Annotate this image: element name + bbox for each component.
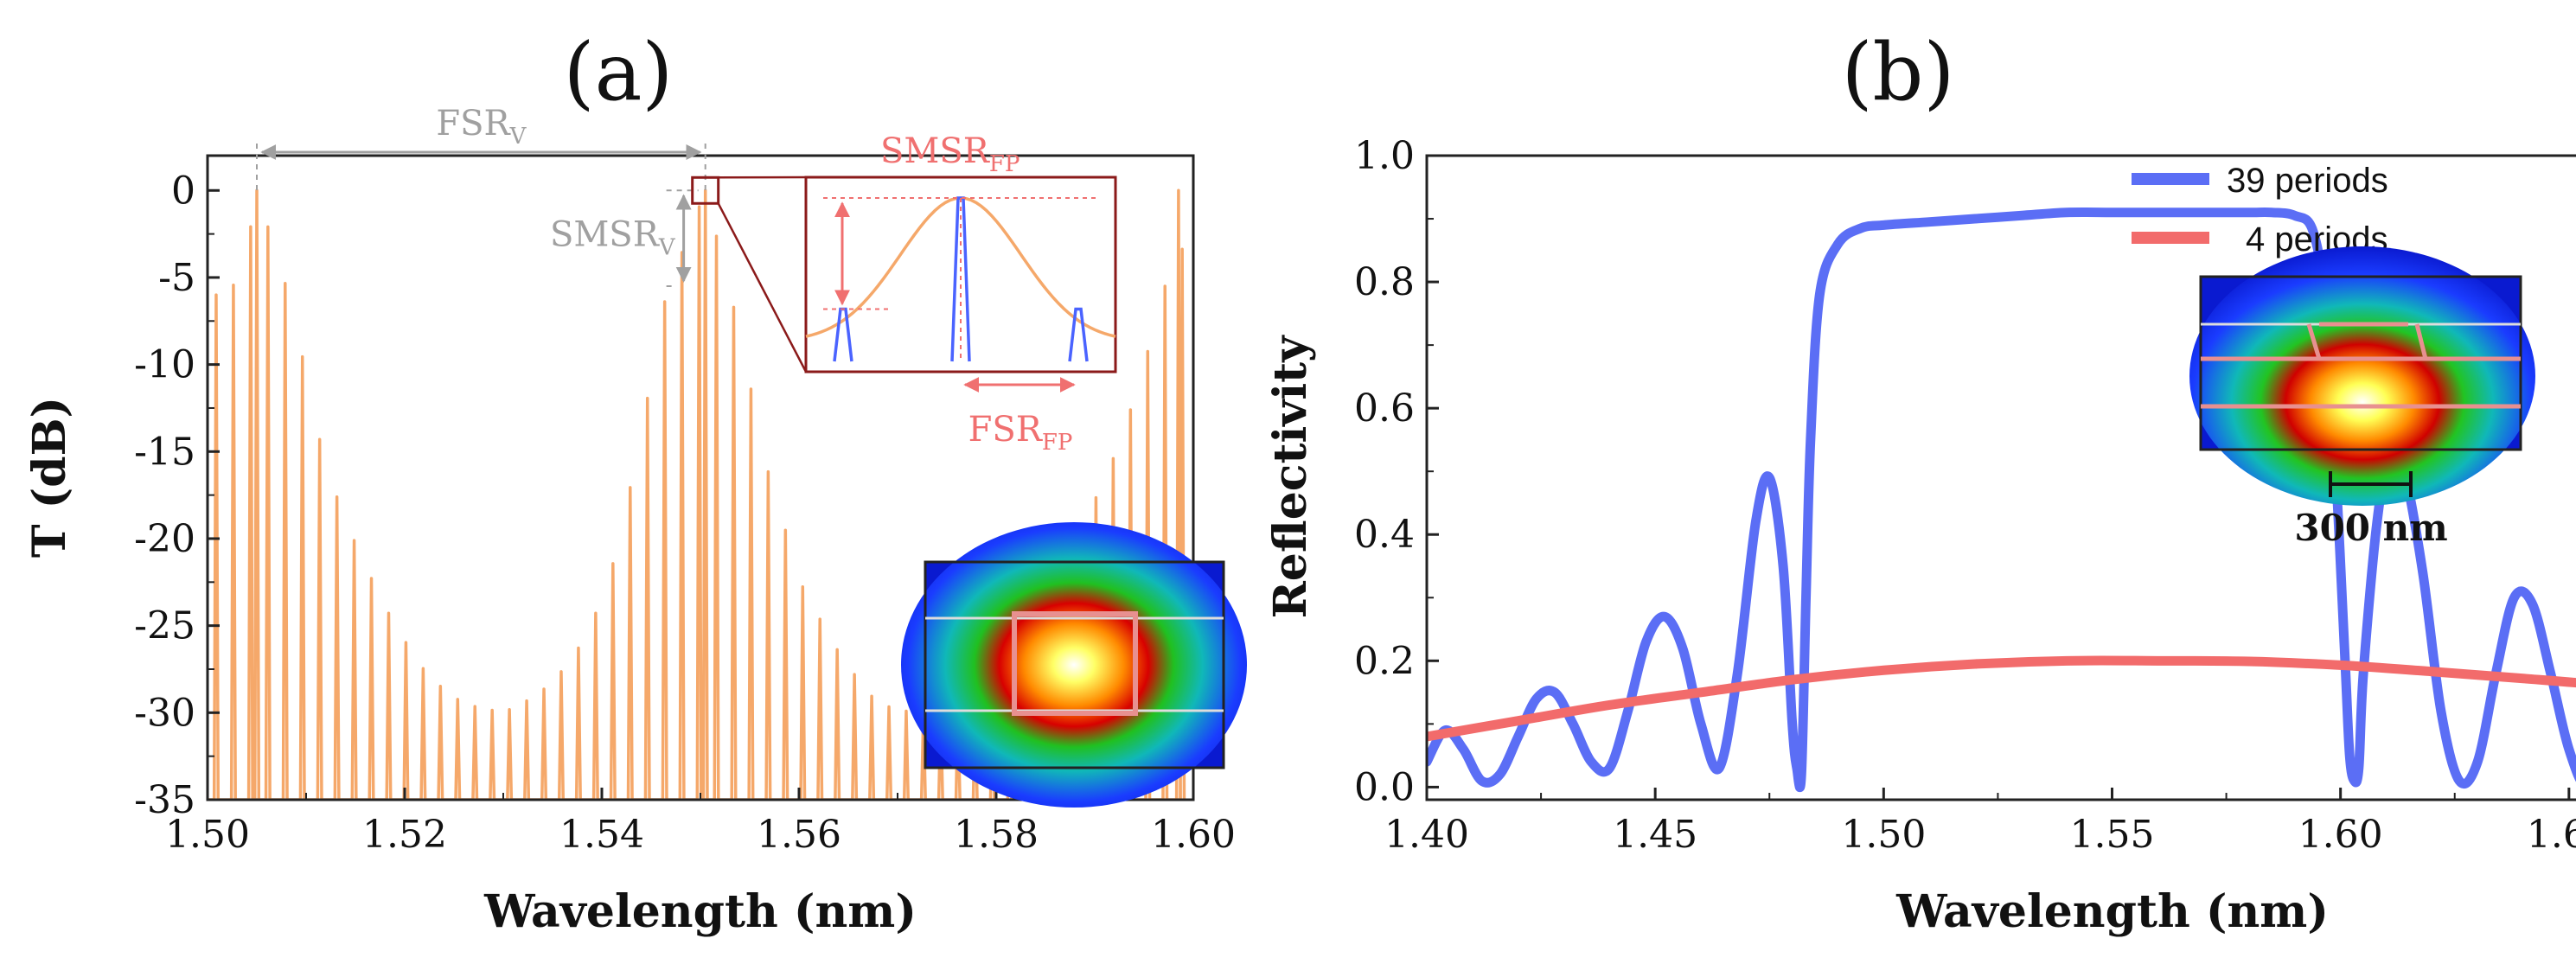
fp-zoom-content	[805, 196, 1116, 362]
panel-b-xtick-label: 1.65	[2527, 813, 2576, 857]
fp-comb-peak	[1068, 307, 1089, 362]
panel-b-ytick-label: 1.0	[1354, 134, 1415, 178]
fsr-v-annotation: FSRV	[256, 104, 706, 191]
panel-b: (b) 1.401.451.501.551.601.651.700.00.20.…	[1264, 26, 2576, 938]
panel-a-ytick-label: 0	[171, 169, 195, 213]
panel-a-series-group	[208, 188, 1186, 800]
waveguide-mode-profile-a	[901, 522, 1247, 808]
zoom-connector-bottom	[717, 202, 808, 373]
panel-a-ytick-label: -25	[134, 604, 195, 648]
scale-bar-label: 300 nm	[2294, 507, 2447, 549]
panel-b-series-group	[1427, 207, 2576, 793]
panel-a-xtick-label: 1.56	[757, 813, 841, 857]
fsr-fp-label: FSRFP	[968, 410, 1073, 456]
smsr-v-label: SMSRV	[550, 215, 676, 261]
panel-b-xtick-label: 1.50	[1841, 813, 1926, 857]
panel-b-ytick-label: 0.8	[1354, 260, 1415, 304]
panel-b-xlabel: Wavelength (nm)	[1895, 885, 2329, 938]
panel-a-xtick-label: 1.58	[954, 813, 1039, 857]
series-line-4-periods	[1427, 655, 2576, 742]
panel-a-ticks: 1.50 1.52 1.54 1.56 1.58 1.60 0 -5 -10 -15 -20 -25 -…	[134, 169, 1236, 857]
smsr-fp-label: SMSRFP	[880, 131, 1020, 177]
panel-b-ytick-label: 0.4	[1354, 513, 1415, 557]
panel-b-ticks: 1.401.451.501.551.601.651.700.00.20.40.6…	[1354, 134, 2576, 857]
panel-b-ytick-label: 0.2	[1354, 639, 1415, 683]
smsr-v-annotation: SMSRV	[550, 189, 699, 288]
panel-b-xtick-label: 1.45	[1613, 813, 1697, 857]
series-line-39-periods	[1427, 207, 2576, 793]
legend-label-39-periods: 39 periods	[2227, 162, 2388, 200]
panel-b-xtick-label: 1.55	[2070, 813, 2155, 857]
panel-b-ylabel: Reflectivity	[1264, 335, 1317, 619]
panel-a-ytick-label: -30	[134, 691, 195, 735]
panel-a-ytick-label: -5	[158, 256, 195, 300]
panel-a-ytick-label: -15	[134, 430, 195, 474]
panel-a-xlabel: Wavelength (nm)	[483, 885, 917, 938]
fp-zoom-inset: SMSRFP FSRFP	[804, 131, 1117, 456]
panel-b-legend: 39 periods 4 periods	[2132, 162, 2388, 259]
panel-a-ytick-label: -20	[134, 517, 195, 561]
zoom-box	[691, 176, 720, 205]
panel-b-label: (b)	[1842, 26, 1955, 118]
panel-a-label: (a)	[564, 26, 674, 118]
panel-a-xtick-label: 1.54	[559, 813, 644, 857]
panel-a-xtick-label: 1.52	[362, 813, 447, 857]
panel-a-xtick-label: 1.60	[1151, 813, 1236, 857]
panel-a-ylabel: T (dB)	[23, 397, 76, 558]
panel-b-ytick-label: 0.0	[1354, 765, 1415, 809]
panel-a-ytick-label: -10	[134, 343, 195, 387]
panel-b-xtick-label: 1.40	[1384, 813, 1469, 857]
fsr-v-label: FSRV	[436, 104, 527, 150]
panel-b-ytick-label: 0.6	[1354, 386, 1415, 431]
panel-a-xtick-label: 1.50	[165, 813, 250, 857]
panel-a: (a) 1.50 1.52 1.54 1.56 1.58 1.60 0 -5 -10 -15 -20…	[23, 26, 1247, 938]
panel-a-ytick-label: -35	[134, 778, 195, 822]
waveguide-mode-profile-b: 300 nm	[2189, 246, 2535, 549]
fp-zoom-frame	[804, 176, 1117, 373]
panel-b-xtick-label: 1.60	[2298, 813, 2383, 857]
vernier-transmission-line	[208, 188, 1186, 800]
